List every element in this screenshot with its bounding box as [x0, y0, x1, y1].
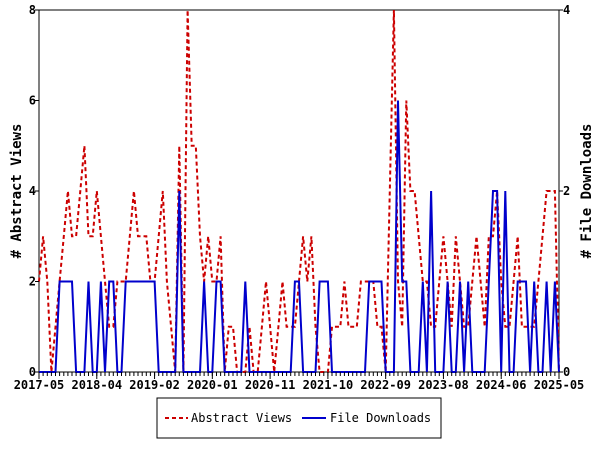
- legend-box: [156, 397, 442, 439]
- y-axis-left: 0 2 4 6 8: [29, 3, 39, 379]
- y2-tick-label: 0: [563, 365, 570, 379]
- y2-axis-title: # File Downloads: [579, 124, 595, 259]
- y-axis-title: # Abstract Views: [9, 124, 25, 259]
- x-tick-label: 2020-01: [187, 378, 238, 392]
- legend-label-abstract-views: Abstract Views: [191, 411, 292, 425]
- y-tick-label: 2: [29, 275, 36, 289]
- legend-label-file-downloads: File Downloads: [330, 411, 431, 425]
- y-axis-right: 0 2 4: [559, 3, 570, 379]
- x-tick-label: 2018-04: [71, 378, 122, 392]
- x-tick-label: 2021-10: [303, 378, 354, 392]
- y-tick-label: 8: [29, 3, 36, 17]
- y-tick-label: 0: [29, 365, 36, 379]
- y2-tick-label: 2: [563, 184, 570, 198]
- x-tick-label: 2022-09: [360, 378, 411, 392]
- legend: Abstract Views File Downloads: [156, 397, 442, 439]
- y-tick-label: 4: [29, 184, 36, 198]
- x-tick-label: 2019-02: [129, 378, 180, 392]
- y2-tick-label: 4: [563, 3, 570, 17]
- x-axis: 2017-05 2018-04 2019-02 2020-01 2020-11 2021-…: [14, 372, 585, 392]
- x-tick-label: 2020-11: [245, 378, 296, 392]
- y-tick-label: 6: [29, 94, 36, 108]
- x-tick-label: 2023-08: [418, 378, 469, 392]
- x-tick-label: 2017-05: [14, 378, 65, 392]
- plot-area: [38, 9, 560, 373]
- x-tick-label: 2025-05: [534, 378, 585, 392]
- x-tick-label: 2024-06: [476, 378, 527, 392]
